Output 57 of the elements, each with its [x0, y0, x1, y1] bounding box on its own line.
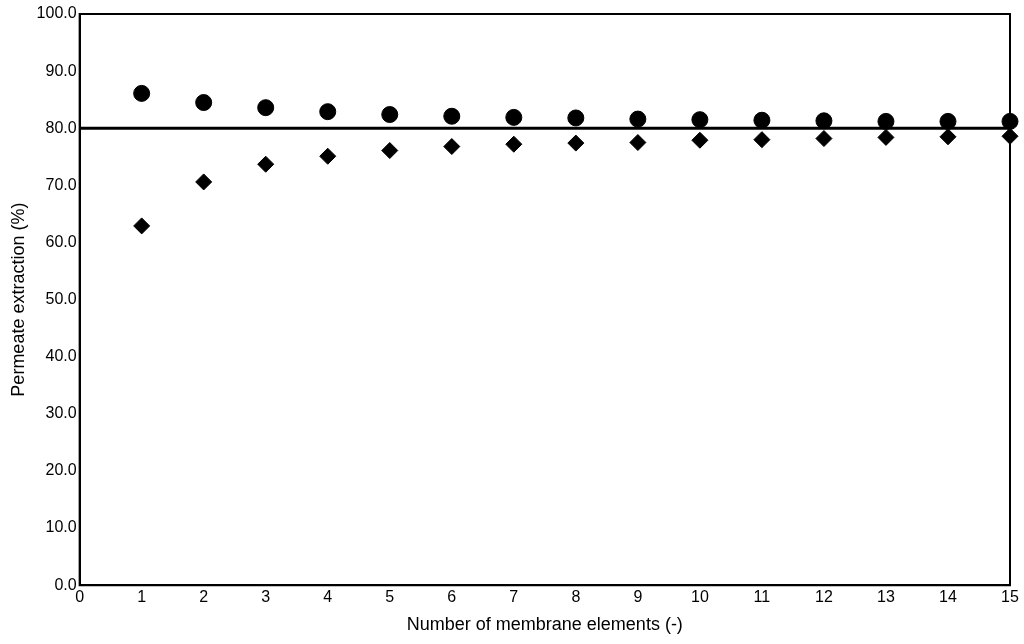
point	[443, 107, 461, 125]
y-tick-label: 10.0	[45, 518, 77, 536]
x-tick-label: 1	[137, 588, 147, 606]
point	[133, 217, 151, 235]
point	[939, 128, 957, 146]
y-tick-label: 50.0	[45, 290, 77, 308]
point	[195, 173, 213, 191]
x-tick-label: 0	[75, 588, 85, 606]
y-tick-label: 90.0	[45, 61, 77, 79]
point	[753, 111, 771, 129]
x-tick-label: 12	[815, 588, 833, 606]
y-tick-label: 30.0	[45, 404, 77, 422]
x-axis-title: Number of membrane elements (-)	[406, 614, 683, 635]
point	[629, 110, 647, 128]
point	[567, 109, 585, 127]
point	[815, 130, 833, 148]
y-tick-label: 100.0	[36, 4, 77, 22]
point	[443, 138, 461, 156]
point	[815, 112, 833, 130]
point	[505, 135, 523, 153]
y-tick-label: 40.0	[45, 347, 77, 365]
x-tick-label: 3	[261, 588, 271, 606]
x-tick-label: 5	[385, 588, 395, 606]
point	[691, 111, 709, 129]
y-tick-label: 70.0	[45, 175, 77, 193]
x-tick-label: 14	[939, 588, 957, 606]
y-tick-label: 60.0	[45, 232, 77, 250]
x-tick-label: 4	[323, 588, 333, 606]
x-tick-label: 13	[877, 588, 895, 606]
x-tick-label: 15	[1001, 588, 1019, 606]
point	[257, 155, 275, 173]
x-tick-label: 9	[633, 588, 643, 606]
x-tick-label: 2	[199, 588, 209, 606]
y-tick-label: 0.0	[54, 575, 77, 593]
point	[381, 106, 399, 124]
x-tick-label: 11	[753, 588, 771, 606]
point	[939, 112, 957, 130]
x-tick-label: 6	[447, 588, 457, 606]
point	[877, 112, 895, 130]
y-tick-label: 80.0	[45, 118, 77, 136]
point	[195, 94, 213, 112]
point	[877, 128, 895, 146]
point	[133, 84, 151, 102]
point	[753, 131, 771, 149]
point	[257, 99, 275, 117]
x-tick-label: 10	[690, 588, 709, 606]
x-tick-label: 8	[571, 588, 581, 606]
point	[381, 142, 399, 160]
y-tick-label: 20.0	[45, 461, 77, 479]
point	[319, 103, 337, 121]
point	[691, 131, 709, 149]
point	[629, 134, 647, 152]
point	[319, 147, 337, 165]
point	[505, 108, 523, 126]
y-axis-title: Permeate extraction (%)	[7, 202, 28, 397]
x-tick-label: 7	[509, 588, 519, 606]
point	[567, 134, 585, 152]
